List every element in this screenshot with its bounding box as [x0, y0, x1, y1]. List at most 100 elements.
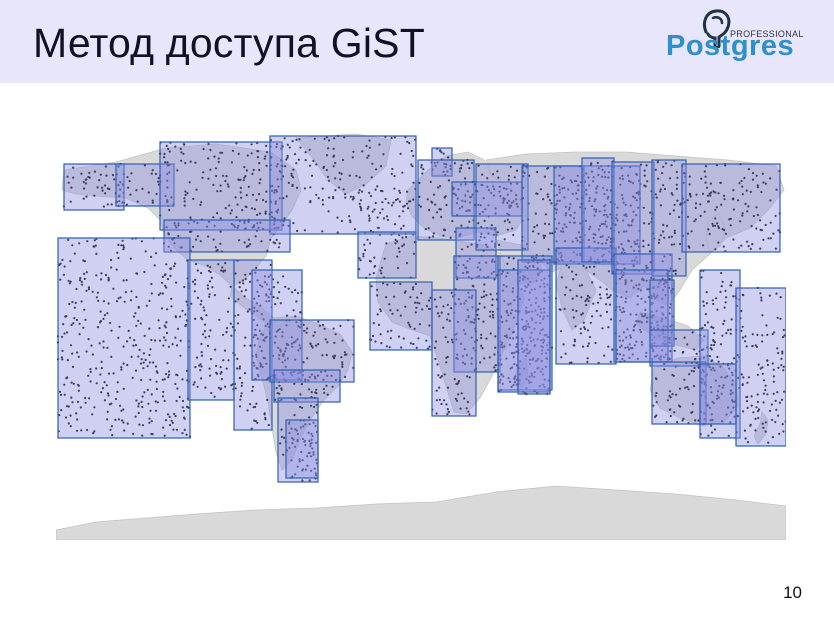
data-point [408, 142, 411, 145]
data-point [509, 165, 512, 168]
data-point [258, 162, 261, 165]
data-point [110, 203, 113, 206]
data-point [195, 188, 198, 191]
data-point [61, 358, 64, 361]
data-point [95, 252, 98, 255]
data-point [207, 177, 210, 180]
gist-bounding-box [285, 419, 319, 479]
data-point [125, 279, 128, 282]
data-point [164, 419, 168, 422]
data-point [438, 398, 441, 401]
page-number: 10 [783, 583, 802, 602]
data-point [599, 314, 602, 317]
data-point [751, 172, 755, 175]
data-point [464, 177, 467, 180]
data-point [433, 161, 436, 164]
data-point [83, 272, 86, 275]
data-point [528, 362, 531, 366]
data-point [204, 386, 207, 389]
data-point [675, 170, 679, 174]
data-point [674, 337, 677, 340]
data-point [284, 347, 288, 350]
data-point [105, 384, 108, 387]
data-point [428, 236, 431, 239]
data-point [102, 346, 105, 349]
data-point [542, 198, 545, 201]
data-point [102, 317, 105, 320]
data-point [729, 217, 732, 220]
data-point [217, 157, 220, 160]
data-point [252, 336, 255, 339]
data-point [597, 228, 601, 231]
data-point [234, 300, 237, 303]
data-point [477, 317, 480, 320]
data-point [498, 243, 501, 246]
data-point [368, 273, 371, 276]
data-point [325, 154, 329, 157]
data-point [593, 272, 596, 276]
data-point [652, 277, 655, 280]
data-point [481, 210, 484, 213]
data-point [295, 138, 298, 141]
data-point [181, 432, 184, 435]
data-point [741, 214, 744, 217]
data-point [267, 296, 270, 299]
data-point [248, 308, 251, 311]
data-point [592, 302, 595, 305]
japan-landmass [705, 213, 727, 253]
data-point [437, 186, 440, 189]
data-point [503, 238, 506, 241]
data-point [693, 348, 696, 351]
data-point [462, 263, 465, 267]
data-point [302, 425, 305, 428]
data-point [624, 281, 627, 284]
data-point [399, 314, 402, 317]
data-point [501, 341, 504, 344]
data-point [704, 175, 707, 178]
data-point [525, 312, 528, 315]
data-point [349, 221, 352, 224]
data-point [272, 241, 275, 244]
data-point [148, 327, 151, 330]
data-point [271, 185, 274, 188]
data-point [769, 221, 772, 224]
new-zealand-landmass [753, 411, 769, 445]
data-point [620, 276, 624, 279]
data-point [542, 373, 545, 376]
data-point [163, 378, 166, 381]
data-point [359, 199, 362, 202]
data-point [277, 185, 280, 188]
data-point [494, 364, 497, 367]
data-point [486, 185, 489, 188]
data-point [661, 260, 664, 263]
data-point [428, 208, 431, 212]
data-point [523, 289, 526, 292]
data-point [506, 212, 509, 215]
data-point [304, 378, 307, 381]
data-point [543, 285, 546, 288]
data-point [605, 238, 609, 241]
data-point [360, 190, 364, 193]
data-point [147, 402, 150, 405]
data-point [308, 439, 311, 442]
data-point [294, 428, 297, 431]
data-point [182, 409, 185, 413]
data-point [587, 342, 590, 345]
data-point [406, 140, 409, 143]
data-point [116, 251, 119, 254]
data-point [106, 418, 109, 421]
data-point [141, 187, 144, 190]
data-point [156, 401, 159, 404]
data-point [250, 427, 253, 430]
data-point [608, 296, 611, 299]
data-point [118, 325, 121, 328]
data-point [631, 259, 634, 262]
data-point [604, 175, 607, 179]
data-point [576, 239, 579, 242]
data-point [400, 227, 403, 230]
data-point [71, 352, 74, 355]
data-point [608, 250, 611, 253]
data-point [99, 173, 102, 176]
data-point [308, 416, 311, 419]
data-point [256, 279, 259, 282]
